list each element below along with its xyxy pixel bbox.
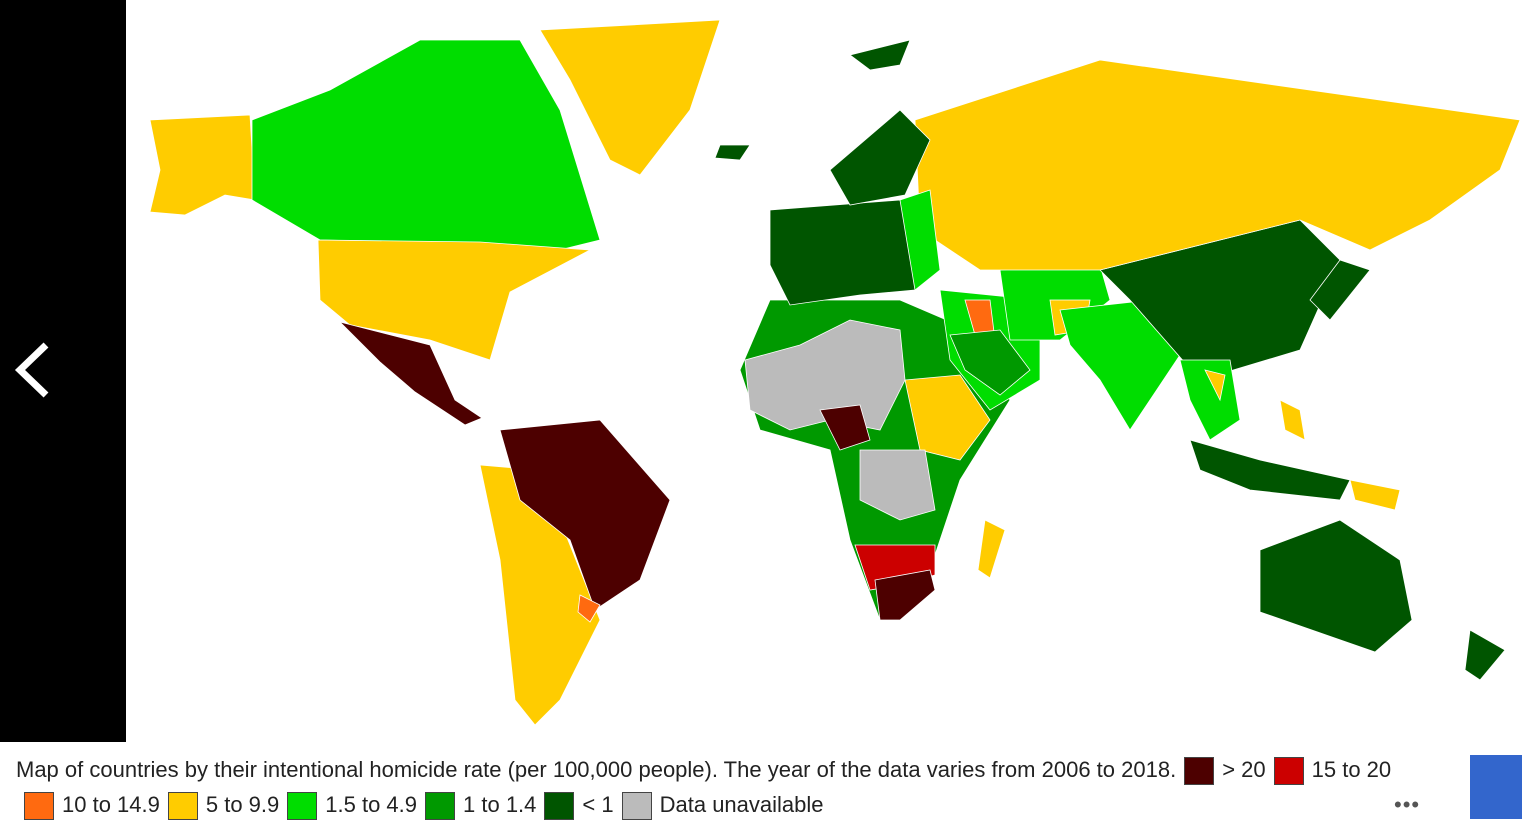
legend-swatch: [544, 792, 575, 821]
more-button[interactable]: •••: [1394, 792, 1421, 817]
prev-button[interactable]: [0, 0, 126, 742]
action-button[interactable]: [1470, 755, 1522, 819]
legend-swatch: [287, 792, 318, 821]
legend-label: > 20: [1222, 757, 1266, 782]
legend-label: 10 to 14.9: [62, 792, 160, 817]
caption: Map of countries by their intentional ho…: [16, 752, 1436, 822]
legend-label: 5 to 9.9: [205, 792, 280, 817]
legend-label: < 1: [582, 792, 614, 817]
legend-swatch: [1184, 757, 1215, 786]
legend-label: 1 to 1.4: [463, 792, 537, 817]
legend-swatch: [425, 792, 456, 821]
legend-label: 15 to 20: [1311, 757, 1392, 782]
legend-swatch: [1273, 757, 1304, 786]
caption-text: Map of countries by their intentional ho…: [16, 757, 1177, 782]
legend-swatch: [167, 792, 198, 821]
world-map: [149, 19, 1521, 726]
prev-arrow: [14, 342, 49, 398]
legend-label: Data unavailable: [659, 792, 824, 817]
legend-label: 1.5 to 4.9: [325, 792, 418, 817]
side-bar: [0, 0, 126, 742]
legend-swatch: [24, 792, 54, 821]
legend: > 20 15 to 20 10 to 14.9 5 to 9.9 1.5 to 4.9…: [16, 757, 1392, 821]
legend-swatch: [621, 792, 652, 821]
